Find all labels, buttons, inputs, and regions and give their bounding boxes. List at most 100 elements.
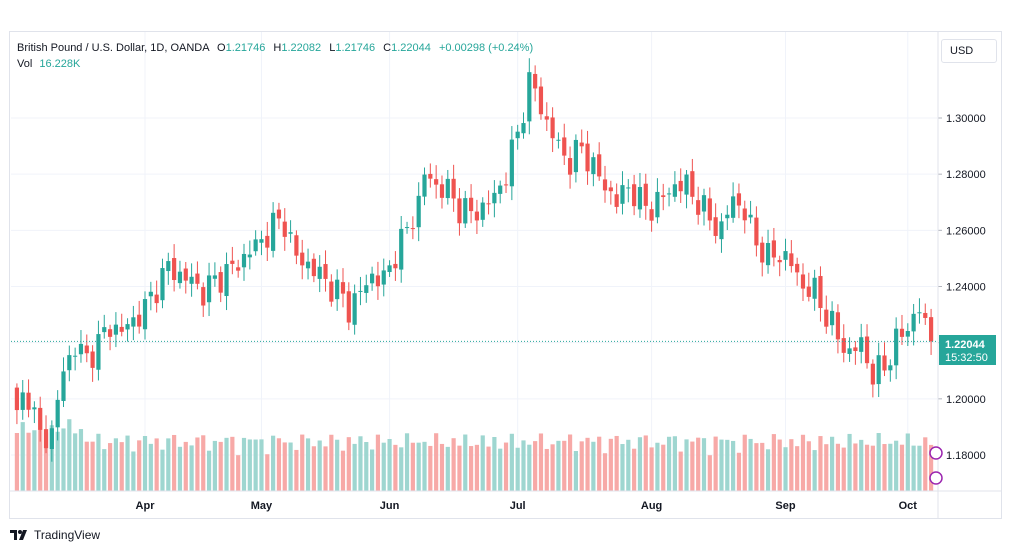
candle-body	[148, 291, 153, 297]
volume-bar	[562, 440, 567, 491]
volume-bar	[917, 445, 922, 491]
volume-bar	[119, 442, 124, 491]
volume-bar	[20, 422, 25, 491]
time-axis[interactable]: Apr May Jun Jul Aug Sep Oct	[136, 500, 918, 512]
volume-bar	[812, 450, 817, 491]
candle-body	[172, 258, 177, 281]
volume-bar	[236, 455, 241, 491]
candle-body	[154, 294, 159, 304]
candle-body	[899, 328, 905, 337]
event-markers[interactable]	[929, 446, 943, 485]
candle-body	[73, 355, 78, 357]
volume-bar	[707, 455, 712, 491]
candle-body	[288, 232, 293, 234]
chart-frame[interactable]	[9, 31, 1002, 519]
event-marker-icon[interactable]	[929, 446, 943, 460]
candle-body	[538, 86, 544, 115]
volume-bar	[474, 444, 480, 491]
currency-button[interactable]: USD	[941, 39, 997, 63]
candle-body	[38, 407, 43, 430]
volume-bar	[678, 451, 683, 491]
candle-body	[166, 261, 171, 272]
volume-bar	[637, 437, 643, 491]
change-value: +0.00298 (+0.24%)	[438, 42, 534, 54]
volume-bar	[550, 444, 555, 491]
candle-body	[760, 242, 765, 263]
legend-row-volume: Vol 16.228K	[17, 56, 533, 72]
candle-body	[492, 192, 497, 204]
candle-body	[317, 266, 322, 279]
open-label: O	[217, 42, 226, 54]
candle-body	[573, 139, 578, 173]
volume-bar	[608, 438, 613, 491]
volume-bar	[375, 434, 381, 491]
volume-label[interactable]: Vol	[17, 58, 33, 70]
volume-bar	[38, 420, 43, 491]
candle-body	[230, 260, 235, 264]
volume-bar	[643, 435, 648, 491]
volume-bar	[311, 446, 316, 491]
volume-bar	[224, 437, 229, 491]
candle-body	[742, 208, 747, 221]
candle-body	[177, 271, 183, 284]
volume-bar	[649, 447, 654, 491]
volume-bar	[288, 442, 293, 491]
volume-bar	[276, 438, 282, 491]
volume-bar	[43, 432, 49, 491]
brand-footer[interactable]: TradingView	[10, 528, 100, 542]
candle-body	[26, 392, 31, 410]
volume-bar	[591, 441, 596, 491]
tradingview-logo-icon	[10, 530, 27, 540]
price-axis[interactable]: 1.180001.200001.220001.240001.260001.280…	[938, 113, 986, 462]
volume-bar	[212, 440, 217, 491]
candle-body	[218, 272, 223, 293]
volume-bar	[439, 443, 445, 491]
candle-body	[276, 209, 282, 219]
event-marker-icon[interactable]	[929, 471, 943, 485]
candle-body	[550, 117, 555, 139]
volume-bar	[177, 446, 183, 491]
candle-body	[428, 173, 433, 179]
volume-bar	[748, 438, 753, 491]
last-price-value: 1.22044	[945, 339, 986, 351]
candle-body	[771, 240, 776, 258]
candle-body	[358, 290, 363, 292]
candle-body	[434, 179, 439, 185]
volume-bar	[533, 441, 538, 491]
candle-body	[189, 276, 194, 284]
candle-body	[754, 217, 759, 246]
volume-bar	[55, 431, 60, 491]
volume-bar	[183, 441, 188, 491]
month-label: May	[251, 500, 273, 512]
volume-bar	[626, 439, 631, 491]
candle-body	[847, 348, 852, 354]
candle-body	[853, 347, 858, 352]
volume-bar	[666, 436, 672, 491]
candle-body	[876, 355, 881, 385]
price-tick-label: 1.18000	[946, 450, 986, 462]
volume-bar	[422, 441, 427, 491]
candle-body	[399, 228, 404, 270]
volume-bar	[195, 437, 200, 491]
volume-bar	[486, 446, 491, 491]
candle-body	[422, 174, 427, 197]
volume-bar	[620, 444, 625, 491]
volume-bar	[853, 443, 858, 491]
volume-bar	[346, 437, 351, 491]
volume-bar	[148, 443, 153, 491]
volume-bar	[521, 440, 526, 491]
volume-bar	[271, 435, 276, 491]
volume-bar	[498, 448, 503, 491]
candle-body	[32, 407, 37, 410]
high-value: 1.22082	[281, 42, 322, 54]
symbol-title[interactable]: British Pound / U.S. Dollar, 1D, OANDA	[17, 42, 209, 54]
volume-bar	[218, 441, 223, 491]
candle-body	[696, 200, 701, 215]
volume-bar	[713, 436, 718, 491]
month-label: Sep	[775, 500, 795, 512]
volume-bar	[305, 438, 311, 491]
candle-body	[335, 279, 340, 300]
candle-body	[212, 275, 217, 279]
volume-bar	[800, 434, 806, 491]
